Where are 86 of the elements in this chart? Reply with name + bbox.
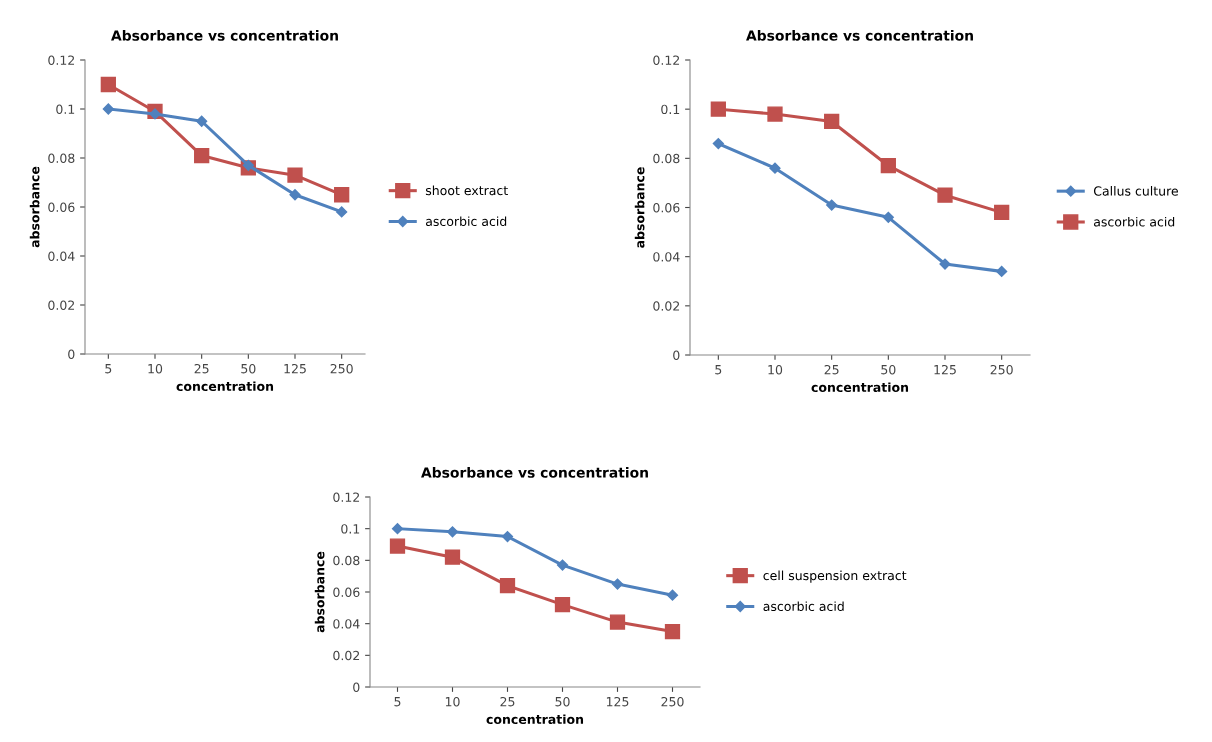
- x-tick-label: 10: [768, 364, 783, 375]
- point: [501, 530, 514, 543]
- y-tick-label: 0: [673, 350, 680, 360]
- point: [194, 147, 210, 164]
- x-tick-label: 5: [715, 365, 722, 375]
- point: [826, 199, 838, 211]
- point: [556, 559, 569, 571]
- x-tick-label: 250: [330, 363, 353, 374]
- y-tick-label: 0.12: [653, 55, 680, 65]
- y-tick-label: 0: [353, 682, 360, 692]
- y-tick-label: 0.08: [48, 153, 75, 163]
- y-tick-label: 0.08: [333, 555, 360, 566]
- point: [334, 187, 350, 203]
- y-tick-label: 0: [68, 349, 75, 359]
- x-tick-label: 250: [990, 364, 1013, 375]
- point: [242, 159, 254, 171]
- x-tick-label: 250: [661, 696, 684, 707]
- legend-label: ascorbic acid: [763, 601, 844, 612]
- point: [664, 623, 681, 640]
- y-tick-label: 0.02: [48, 300, 75, 310]
- point: [710, 101, 726, 117]
- y-tick-label: 0.1: [341, 524, 360, 534]
- y-tick-label: 0.06: [48, 202, 75, 212]
- point: [611, 578, 624, 590]
- legend-label: shoot extract: [425, 185, 508, 196]
- legend-label: cell suspension extract: [763, 570, 907, 583]
- point: [769, 162, 781, 174]
- point: [444, 549, 461, 565]
- y-axis-title: absorbance: [29, 166, 40, 248]
- chart-title: Absorbance vs concentration: [421, 467, 648, 478]
- y-tick-label: 0.06: [333, 587, 360, 597]
- legend-label: ascorbic acid: [426, 216, 507, 227]
- point: [937, 187, 953, 203]
- x-tick-label: 25: [824, 364, 839, 375]
- y-axis-title: absorbance: [634, 167, 645, 248]
- legend-label: ascorbic acid: [1094, 216, 1175, 227]
- point: [609, 614, 626, 630]
- point: [196, 115, 208, 127]
- x-tick-label: 25: [500, 696, 515, 707]
- point: [336, 206, 348, 218]
- y-tick-label: 0.04: [333, 619, 360, 629]
- x-tick-label: 125: [284, 363, 306, 374]
- point: [994, 204, 1010, 221]
- point: [287, 167, 303, 183]
- point: [882, 211, 894, 223]
- x-tick-label: 50: [555, 696, 570, 707]
- point: [996, 265, 1008, 278]
- y-tick-label: 0.12: [48, 55, 75, 65]
- y-tick-label: 0.1: [56, 104, 75, 114]
- legend-label: Callus culture: [1093, 186, 1178, 196]
- point: [666, 589, 679, 601]
- y-axis-title: absorbance: [314, 551, 325, 633]
- x-axis-title: concentration: [176, 381, 274, 392]
- point: [712, 137, 724, 150]
- chart-title: Absorbance vs concentration: [746, 30, 973, 41]
- y-tick-label: 0.12: [333, 492, 360, 502]
- point: [102, 103, 114, 115]
- y-tick-label: 0.06: [653, 202, 680, 213]
- point: [880, 158, 896, 174]
- y-tick-label: 0.04: [48, 251, 75, 261]
- x-tick-label: 5: [105, 364, 112, 374]
- point: [389, 538, 406, 554]
- point: [391, 523, 404, 535]
- point: [289, 189, 301, 201]
- x-axis-title: concentration: [811, 382, 909, 393]
- chart-title: Absorbance vs concentration: [111, 30, 338, 41]
- point: [554, 597, 571, 613]
- point: [767, 106, 783, 122]
- y-tick-label: 0.08: [653, 153, 680, 164]
- x-tick-label: 5: [394, 697, 401, 707]
- y-tick-label: 0.02: [333, 650, 360, 661]
- point: [499, 578, 516, 594]
- point: [824, 113, 840, 130]
- x-tick-label: 25: [194, 363, 209, 374]
- x-tick-label: 10: [148, 363, 163, 374]
- x-tick-label: 10: [445, 696, 460, 707]
- x-tick-label: 50: [241, 363, 256, 374]
- x-tick-label: 125: [934, 364, 956, 375]
- point: [100, 76, 116, 93]
- x-tick-label: 125: [606, 696, 629, 707]
- y-tick-label: 0.1: [661, 104, 680, 115]
- y-tick-label: 0.04: [653, 252, 680, 262]
- x-tick-label: 50: [881, 364, 896, 375]
- y-tick-label: 0.02: [653, 301, 680, 311]
- point: [149, 108, 161, 120]
- x-axis-title: concentration: [486, 714, 584, 725]
